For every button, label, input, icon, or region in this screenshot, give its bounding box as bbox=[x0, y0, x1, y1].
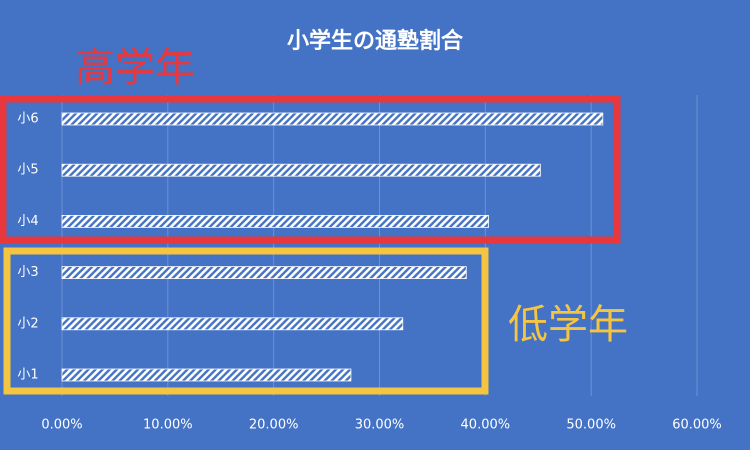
x-tick-label: 10.00% bbox=[143, 418, 193, 433]
x-tick-label: 60.00% bbox=[672, 418, 722, 433]
y-tick-label: 小2 bbox=[17, 316, 38, 331]
upper-grade-box bbox=[0, 95, 621, 244]
y-tick-label: 小3 bbox=[17, 265, 38, 280]
x-tick-label: 0.00% bbox=[41, 418, 82, 433]
x-tick-label: 30.00% bbox=[355, 418, 405, 433]
annotation: 低学年 bbox=[508, 302, 628, 348]
annotation: 高学年 bbox=[75, 45, 195, 91]
bar bbox=[61, 317, 404, 331]
lower-grade-box bbox=[3, 247, 489, 395]
bar bbox=[61, 266, 467, 280]
y-tick-label: 小4 bbox=[17, 214, 38, 229]
x-tick-label: 50.00% bbox=[566, 418, 616, 433]
x-tick-label: 40.00% bbox=[461, 418, 511, 433]
bar bbox=[61, 112, 604, 126]
chart-title: 小学生の通塾割合 bbox=[287, 28, 464, 54]
bar bbox=[61, 163, 541, 177]
y-tick-label: 小1 bbox=[17, 368, 38, 383]
x-tick-label: 20.00% bbox=[249, 418, 299, 433]
y-tick-label: 小6 bbox=[17, 112, 38, 127]
bar bbox=[61, 368, 352, 382]
bar bbox=[61, 214, 489, 228]
y-tick-label: 小5 bbox=[17, 163, 38, 178]
